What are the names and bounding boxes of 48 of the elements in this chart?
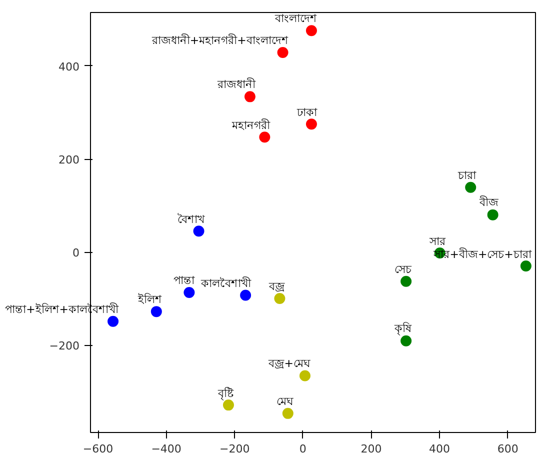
x-tick-label: −600	[82, 442, 114, 456]
point	[520, 260, 532, 272]
y-tick-label: 200	[58, 154, 80, 167]
annotation: কৃষি	[394, 322, 412, 336]
annotation: কালবৈশাখী	[201, 276, 251, 290]
point	[193, 226, 204, 237]
point	[240, 290, 252, 301]
annotation: সার	[429, 234, 446, 248]
point	[299, 370, 310, 382]
x-tick-label: 400	[429, 442, 450, 456]
point	[184, 287, 195, 298]
point	[150, 306, 162, 318]
annotation: সেচ	[394, 262, 412, 276]
point	[306, 118, 317, 130]
annotation: বৈশাখ	[177, 212, 204, 226]
point	[487, 209, 498, 220]
annotation: বীজ	[479, 196, 498, 210]
point	[400, 335, 412, 346]
x-tick-label: 0	[299, 442, 306, 456]
point	[259, 132, 270, 143]
y-tick-label: −200	[49, 340, 80, 353]
annotation: ঢাকা	[297, 106, 317, 119]
x-tick-label: 600	[497, 442, 518, 456]
y-tick-label: 400	[58, 60, 80, 74]
annotation: ইলিশ	[138, 293, 162, 306]
x-tick-label: −200	[220, 442, 250, 456]
annotation: বৃষ্টি	[218, 386, 234, 400]
point	[222, 400, 234, 411]
point	[400, 276, 412, 287]
annotation: রাজধানী+মহানগরী+বাংলাদেশ	[152, 34, 288, 47]
annotation: মেঘ	[276, 394, 294, 408]
point	[277, 47, 288, 58]
point	[465, 182, 476, 193]
annotation: বজ্র+মেঘ	[268, 357, 310, 370]
annotation: বজ্র	[269, 280, 286, 293]
annotation: চারা	[458, 168, 476, 182]
annotation: মহানগরী	[232, 118, 270, 132]
annotation: পান্তা	[174, 274, 195, 287]
point	[306, 25, 317, 36]
annotation: রাজধানী	[218, 78, 256, 92]
point	[282, 408, 294, 419]
point	[244, 91, 256, 102]
annotation: বাংলাদেশ	[275, 12, 317, 26]
point	[274, 293, 286, 304]
x-tick-label: 200	[360, 442, 382, 456]
point	[108, 316, 119, 327]
y-tick-label: 0	[72, 246, 80, 260]
x-tick-label: −400	[151, 442, 182, 456]
